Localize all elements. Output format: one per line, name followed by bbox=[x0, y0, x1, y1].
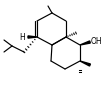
Text: OH: OH bbox=[91, 37, 103, 46]
Text: H: H bbox=[19, 32, 25, 41]
Polygon shape bbox=[80, 41, 90, 45]
Polygon shape bbox=[28, 36, 37, 38]
Polygon shape bbox=[80, 61, 90, 66]
